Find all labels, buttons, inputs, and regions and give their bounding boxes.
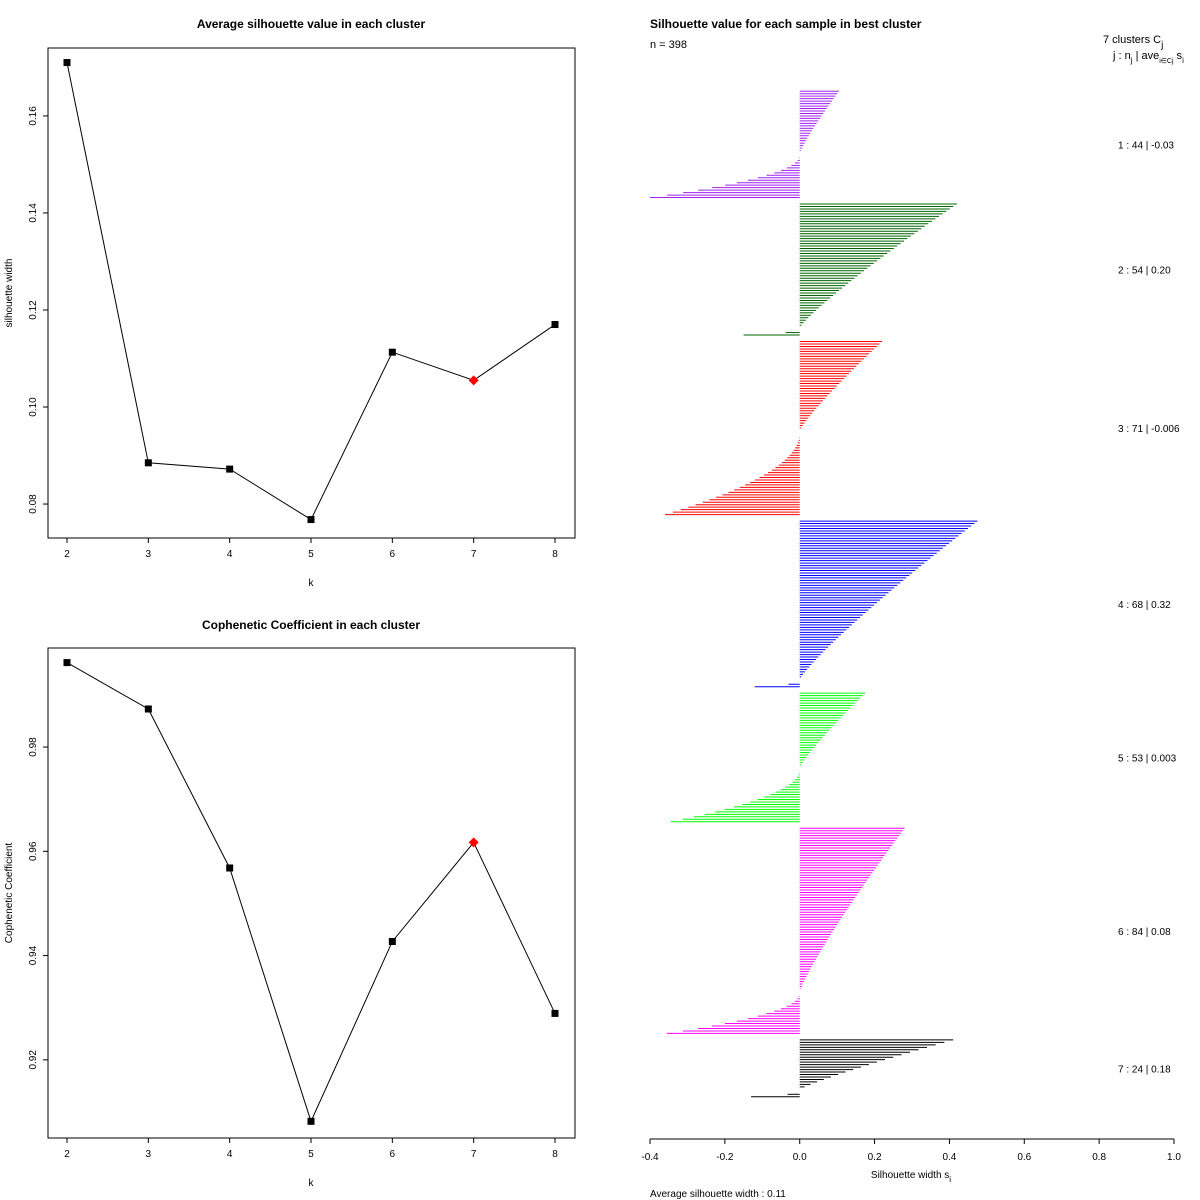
cluster-labels: 1 : 44 | -0.03 2 : 54 | 0.20 3 : 71 | -0.0… — [1118, 140, 1180, 1075]
cophenetic-y-axis: 0.92 0.94 0.96 0.98 — [28, 737, 48, 1070]
data-point — [388, 937, 396, 945]
silhouette-xlabel-sub: i — [949, 1175, 951, 1184]
data-point — [307, 1117, 315, 1125]
data-point — [551, 321, 559, 329]
data-point — [226, 465, 234, 473]
data-point — [63, 59, 71, 67]
cluster-header-s-sub: i — [1182, 56, 1184, 65]
silhouette-plot: Silhouette value for each sample in best… — [641, 17, 1184, 1200]
y-tick-label: 0.12 — [28, 300, 39, 320]
cluster-header-line2: j : nj | avei∈Cj si — [1112, 50, 1184, 65]
silhouette-xlabel-text: Silhouette width s — [871, 1170, 949, 1181]
x-tick-label: 3 — [146, 1149, 152, 1160]
cluster-header-line1: 7 clusters Cj — [1103, 34, 1163, 51]
x-tick-label: 3 — [146, 549, 152, 560]
cluster-header-sub-j: j — [1160, 40, 1163, 51]
y-tick-label: 0.96 — [28, 841, 39, 861]
cluster-header-n-sub: j — [1130, 56, 1133, 65]
x-tick-label: 7 — [471, 1149, 477, 1160]
x-tick-label: 8 — [552, 549, 558, 560]
data-point — [63, 659, 71, 667]
y-tick-label: 0.14 — [28, 203, 39, 223]
y-tick-label: 0.16 — [28, 106, 39, 126]
silhouette-xlabel: Silhouette width si — [871, 1170, 951, 1184]
cluster-header-ave: | ave — [1133, 50, 1160, 62]
cophenetic-ylabel: Cophenetic Coefficient — [4, 843, 15, 944]
x-tick-label: 0.8 — [1092, 1152, 1106, 1163]
x-tick-label: 4 — [227, 1149, 233, 1160]
cophenetic-title: Cophenetic Coefficient in each cluster — [202, 618, 420, 632]
x-tick-label: 2 — [64, 549, 70, 560]
avg-silhouette-xlabel: k — [309, 578, 315, 589]
x-tick-label: 6 — [390, 549, 396, 560]
y-tick-label: 0.10 — [28, 397, 39, 417]
data-point — [144, 705, 152, 713]
cluster-header-s: s — [1174, 50, 1183, 62]
x-tick-label: 0.2 — [868, 1152, 882, 1163]
cophenetic-xlabel: k — [309, 1178, 315, 1189]
data-point — [551, 1009, 559, 1017]
cluster-header-n: j : n — [1112, 50, 1131, 62]
cluster-label-6: 6 : 84 | 0.08 — [1118, 927, 1171, 938]
silhouette-bars — [650, 90, 978, 1098]
cophenetic-plot-frame — [47, 647, 576, 1139]
data-point — [307, 516, 315, 524]
avg-silhouette-chart: Average silhouette value in each cluster… — [4, 17, 576, 589]
cluster-label-1: 1 : 44 | -0.03 — [1118, 140, 1174, 151]
cluster-label-4: 4 : 68 | 0.32 — [1118, 600, 1171, 611]
average-silhouette-width-label: Average silhouette width : 0.11 — [650, 1189, 786, 1200]
x-tick-label: 5 — [308, 549, 314, 560]
avg-silhouette-plot-frame — [47, 47, 576, 539]
x-tick-label: -0.2 — [716, 1152, 734, 1163]
data-point — [388, 348, 396, 356]
y-tick-label: 0.08 — [28, 494, 39, 514]
silhouette-plot-title: Silhouette value for each sample in best… — [650, 17, 922, 31]
x-tick-label: 4 — [227, 549, 233, 560]
y-tick-label: 0.98 — [28, 737, 39, 757]
x-tick-label: 5 — [308, 1149, 314, 1160]
y-tick-label: 0.94 — [28, 945, 39, 965]
avg-silhouette-y-axis: 0.08 0.10 0.12 0.14 0.16 — [28, 106, 48, 514]
cluster-label-7: 7 : 24 | 0.18 — [1118, 1064, 1171, 1075]
best-k-marker — [468, 837, 479, 848]
best-k-marker — [468, 375, 479, 386]
x-tick-label: 2 — [64, 1149, 70, 1160]
x-tick-label: -0.4 — [641, 1152, 659, 1163]
cophenetic-series — [63, 659, 559, 1125]
x-tick-label: 0.4 — [942, 1152, 956, 1163]
avg-silhouette-x-axis: 2 3 4 5 6 7 8 — [64, 538, 558, 560]
cluster-header-ave-sub: i∈Cj — [1159, 58, 1174, 65]
x-tick-label: 8 — [552, 1149, 558, 1160]
series-line — [66, 662, 556, 1123]
data-point — [144, 459, 152, 467]
data-point — [226, 864, 234, 872]
cluster-label-5: 5 : 53 | 0.003 — [1118, 753, 1177, 764]
x-tick-label: 0.6 — [1017, 1152, 1031, 1163]
x-tick-label: 7 — [471, 549, 477, 560]
sample-count-label: n = 398 — [650, 39, 687, 51]
x-tick-label: 1.0 — [1167, 1152, 1181, 1163]
silhouette-x-axis: -0.4 -0.2 0.0 0.2 0.4 0.6 0.8 1.0 — [641, 1138, 1181, 1163]
cluster-label-2: 2 : 54 | 0.20 — [1118, 266, 1171, 277]
avg-silhouette-series — [63, 59, 559, 524]
cophenetic-x-axis: 2 3 4 5 6 7 8 — [64, 1138, 558, 1160]
y-tick-label: 0.92 — [28, 1050, 39, 1070]
cluster-header-text: 7 clusters C — [1103, 34, 1161, 46]
x-tick-label: 6 — [390, 1149, 396, 1160]
avg-silhouette-title: Average silhouette value in each cluster — [197, 17, 426, 31]
x-tick-label: 0.0 — [793, 1152, 807, 1163]
avg-silhouette-ylabel: silhouette width — [4, 259, 15, 328]
cluster-label-3: 3 : 71 | -0.006 — [1118, 424, 1180, 435]
series-line — [66, 62, 556, 521]
cophenetic-chart: Cophenetic Coefficient in each cluster k… — [4, 618, 576, 1189]
